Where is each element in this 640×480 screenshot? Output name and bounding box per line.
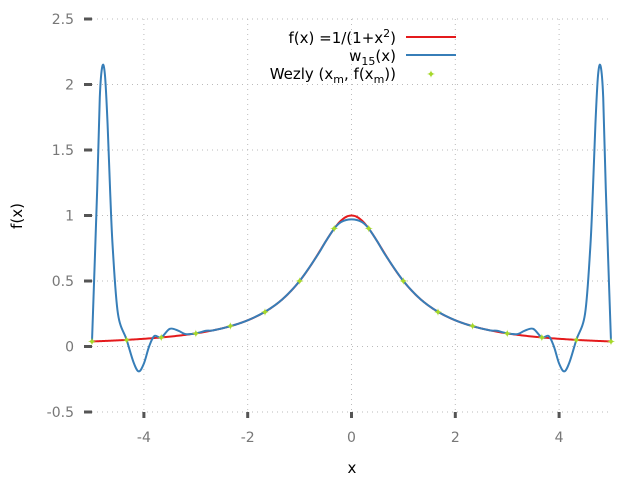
y-tick-label: 1 — [65, 209, 74, 225]
node-point: ✦ — [364, 223, 373, 236]
y-tick-label: -0.5 — [47, 405, 74, 421]
node-point: ✦ — [260, 306, 269, 319]
node-point: ✦ — [537, 331, 546, 344]
legend-label-nodes: Wezly (xm, f(xm)) — [270, 65, 396, 86]
node-point: ✦ — [606, 336, 615, 349]
legend-label-w15: w15(x) — [349, 47, 396, 68]
plot-area: ✦ ✦ ✦ ✦ ✦ ✦ ✦ ✦ ✦ ✦ ✦ ✦ ✦ ✦ ✦ ✦ — [87, 63, 616, 373]
y-tick-label: 2 — [65, 78, 74, 94]
node-point: ✦ — [157, 331, 166, 344]
x-tick-label: -2 — [241, 430, 255, 446]
node-point: ✦ — [399, 275, 408, 288]
node-point: ✦ — [468, 320, 477, 333]
y-tick-label: 2.5 — [52, 12, 74, 28]
x-tick-label: 4 — [555, 430, 564, 446]
grid — [92, 18, 611, 413]
series-line-1 — [91, 63, 612, 373]
axis-ticks — [84, 17, 561, 418]
node-point: ✦ — [191, 327, 200, 340]
node-point: ✦ — [572, 334, 581, 347]
legend-marker-nodes: ✦ — [426, 68, 435, 81]
node-point: ✦ — [226, 320, 235, 333]
legend: f(x) =1/(1+x2) w15(x) Wezly (xm, f(xm)) … — [270, 27, 456, 86]
node-point: ✦ — [503, 327, 512, 340]
node-point: ✦ — [87, 336, 96, 349]
y-tick-label: 0 — [65, 340, 74, 356]
x-tick-label: 0 — [347, 430, 356, 446]
y-tick-label: 1.5 — [52, 143, 74, 159]
tick-labels: -4 -2 0 2 4 -0.5 0 0.5 1 1.5 2 2.5 — [47, 12, 564, 446]
x-axis-label: x — [348, 459, 357, 477]
x-tick-label: 2 — [451, 430, 460, 446]
node-point: ✦ — [330, 223, 339, 236]
y-tick-label: 0.5 — [52, 274, 74, 290]
node-point: ✦ — [433, 306, 442, 319]
series-line-0 — [91, 214, 612, 343]
x-tick-label: -4 — [137, 430, 151, 446]
node-point: ✦ — [295, 275, 304, 288]
node-point: ✦ — [122, 334, 131, 347]
y-axis-label: f(x) — [8, 203, 26, 229]
legend-label-f: f(x) =1/(1+x2) — [289, 27, 397, 47]
